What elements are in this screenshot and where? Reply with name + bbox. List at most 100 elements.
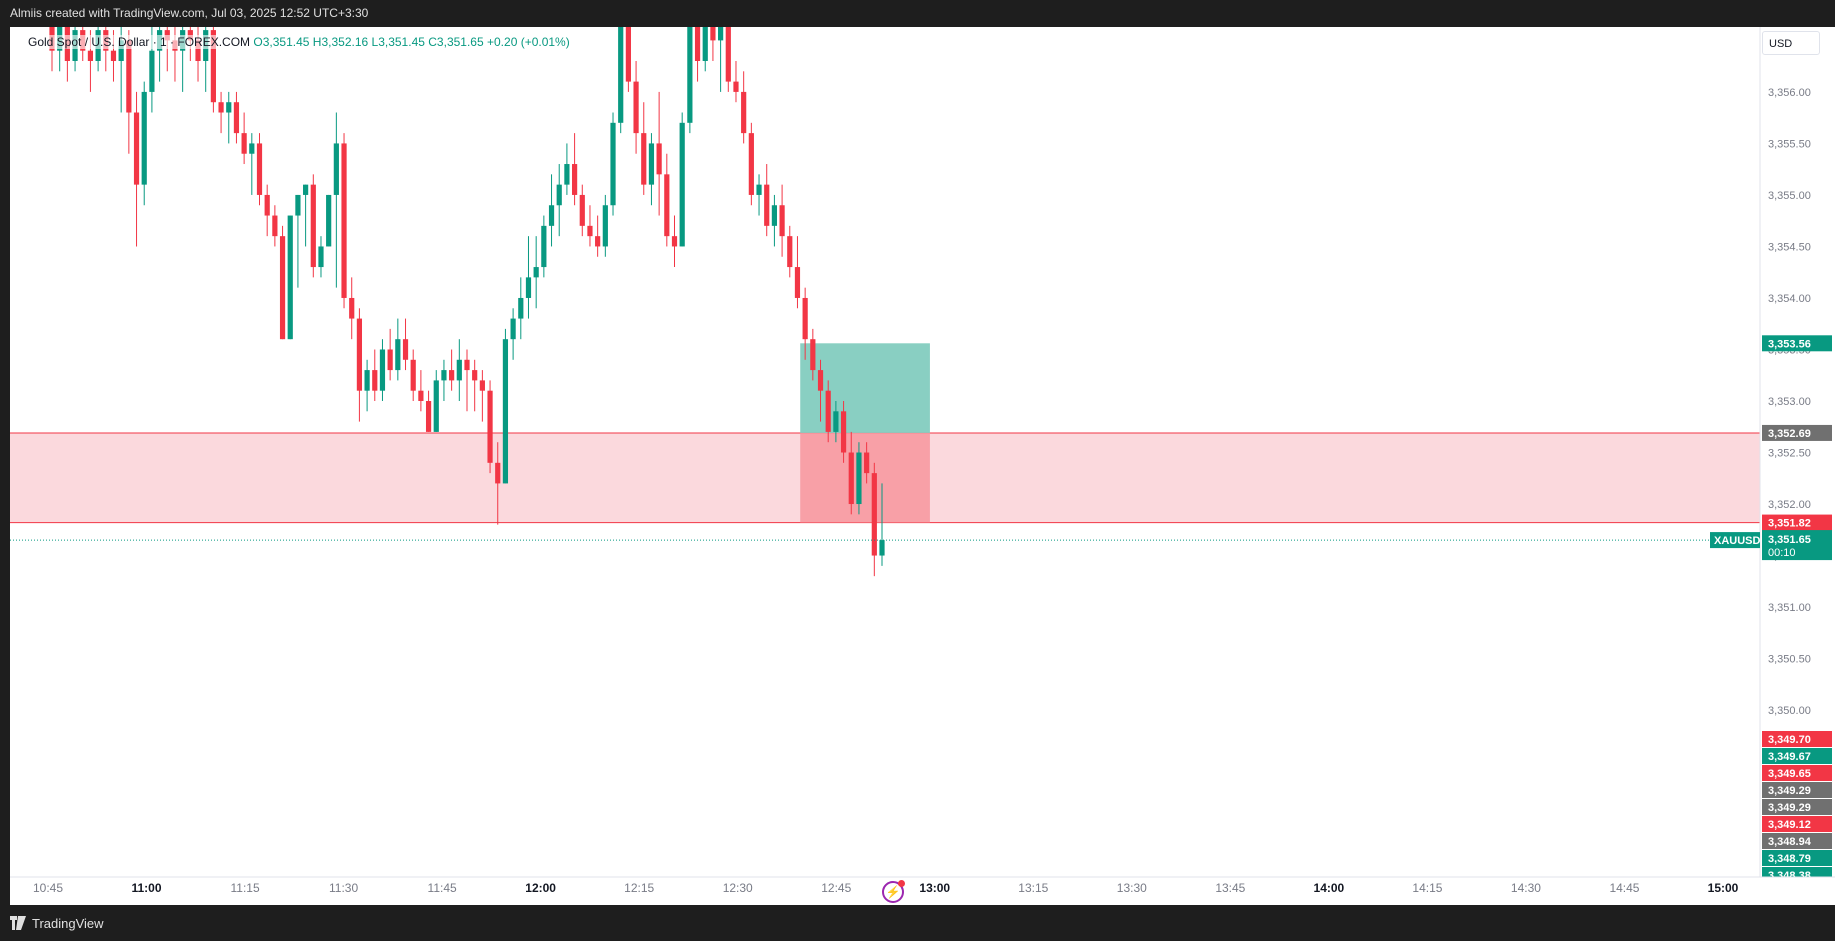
candle-body[interactable] [556, 184, 562, 206]
candle-body[interactable] [341, 143, 347, 298]
time-axis[interactable] [10, 877, 1835, 905]
candle-body[interactable] [694, 27, 701, 61]
candle-body[interactable] [87, 50, 94, 61]
candle-body[interactable] [456, 359, 462, 381]
candle-body[interactable] [410, 359, 416, 391]
candle-body[interactable] [833, 411, 839, 432]
candle-body[interactable] [764, 184, 770, 226]
tradingview-logo-icon[interactable] [10, 916, 28, 930]
candle-body[interactable] [256, 143, 263, 195]
candle-body[interactable] [656, 143, 662, 175]
candle-body[interactable] [141, 91, 147, 185]
candle-body[interactable] [210, 30, 216, 103]
candle-body[interactable] [564, 164, 570, 185]
candle-body[interactable] [333, 143, 339, 195]
candle-body[interactable] [625, 27, 631, 82]
candle-body[interactable] [779, 205, 785, 237]
candle-body[interactable] [487, 390, 493, 463]
candle-body[interactable] [541, 225, 547, 268]
candle-body[interactable] [241, 133, 247, 154]
candle-body[interactable] [579, 194, 585, 226]
candle-body[interactable] [702, 27, 708, 61]
candle-body[interactable] [817, 370, 824, 391]
candle-body[interactable] [741, 91, 747, 134]
candle-body[interactable] [648, 143, 655, 185]
candle-body[interactable] [287, 215, 293, 340]
candle-body[interactable] [472, 370, 478, 381]
candle-body[interactable] [825, 390, 831, 432]
position-stop-box[interactable] [800, 432, 930, 523]
candle-body[interactable] [587, 225, 593, 237]
candle-body[interactable] [379, 349, 386, 391]
candle-body[interactable] [848, 452, 854, 505]
candle-body[interactable] [495, 462, 501, 484]
candle-body[interactable] [118, 40, 124, 61]
candle-body[interactable] [425, 401, 432, 432]
candle-body[interactable] [733, 81, 739, 92]
candle-body[interactable] [602, 205, 608, 247]
candle-body[interactable] [464, 359, 470, 371]
candle-body[interactable] [679, 122, 685, 247]
candle-body[interactable] [149, 50, 155, 92]
candle-body[interactable] [610, 122, 616, 206]
candle-body[interactable] [864, 452, 870, 474]
candle-body[interactable] [433, 380, 439, 432]
candle-body[interactable] [195, 40, 201, 61]
candle-body[interactable] [249, 143, 255, 154]
candle-body[interactable] [525, 277, 532, 298]
candle-body[interactable] [641, 133, 647, 185]
candle-body[interactable] [802, 297, 808, 340]
candle-body[interactable] [571, 164, 578, 195]
candle-body[interactable] [633, 81, 639, 134]
candle-body[interactable] [718, 27, 724, 41]
candle-body[interactable] [272, 215, 278, 237]
candle-body[interactable] [387, 349, 393, 371]
candle-body[interactable] [449, 370, 455, 381]
candle-body[interactable] [395, 339, 401, 371]
candle-body[interactable] [326, 194, 332, 247]
candle-body[interactable] [264, 194, 270, 216]
candle-body[interactable] [664, 174, 670, 237]
candle-body[interactable] [710, 27, 716, 41]
currency-button[interactable]: USD [1762, 31, 1820, 55]
candle-body[interactable] [871, 473, 877, 556]
candle-body[interactable] [364, 370, 370, 391]
candle-body[interactable] [110, 50, 117, 61]
candle-body[interactable] [310, 184, 316, 268]
candle-body[interactable] [879, 540, 885, 556]
candle-body[interactable] [402, 339, 409, 360]
candle-body[interactable] [787, 236, 793, 268]
candle-body[interactable] [295, 194, 301, 216]
chart-area[interactable]: 3,356.503,356.003,355.503,355.003,354.50… [10, 27, 1835, 905]
candle-body[interactable] [618, 27, 624, 123]
candle-body[interactable] [303, 184, 309, 195]
candle-body[interactable] [548, 205, 555, 226]
candle-body[interactable] [226, 102, 232, 113]
candle-body[interactable] [233, 102, 240, 134]
candle-body[interactable] [748, 133, 754, 195]
candle-body[interactable] [595, 236, 601, 247]
candle-body[interactable] [318, 246, 324, 268]
candle-body[interactable] [840, 411, 847, 453]
candle-body[interactable] [441, 370, 447, 381]
candle-body[interactable] [671, 236, 678, 247]
candle-body[interactable] [810, 339, 816, 371]
candle-body[interactable] [279, 236, 286, 340]
candle-body[interactable] [502, 339, 509, 484]
candle-body[interactable] [518, 297, 524, 319]
candle-body[interactable] [349, 297, 355, 319]
candle-body[interactable] [133, 112, 140, 185]
candle-body[interactable] [510, 318, 516, 340]
candle-body[interactable] [218, 102, 224, 113]
price-chart[interactable]: 3,356.503,356.003,355.503,355.003,354.50… [10, 27, 1835, 905]
candle-body[interactable] [756, 184, 762, 195]
candle-body[interactable] [687, 27, 693, 123]
candle-body[interactable] [418, 390, 424, 401]
candle-body[interactable] [356, 318, 363, 391]
candle-body[interactable] [126, 40, 132, 113]
candle-body[interactable] [771, 205, 778, 226]
brand-text[interactable]: TradingView [32, 916, 104, 931]
candle-body[interactable] [479, 380, 485, 391]
candle-body[interactable] [372, 370, 378, 391]
candle-body[interactable] [794, 267, 801, 298]
